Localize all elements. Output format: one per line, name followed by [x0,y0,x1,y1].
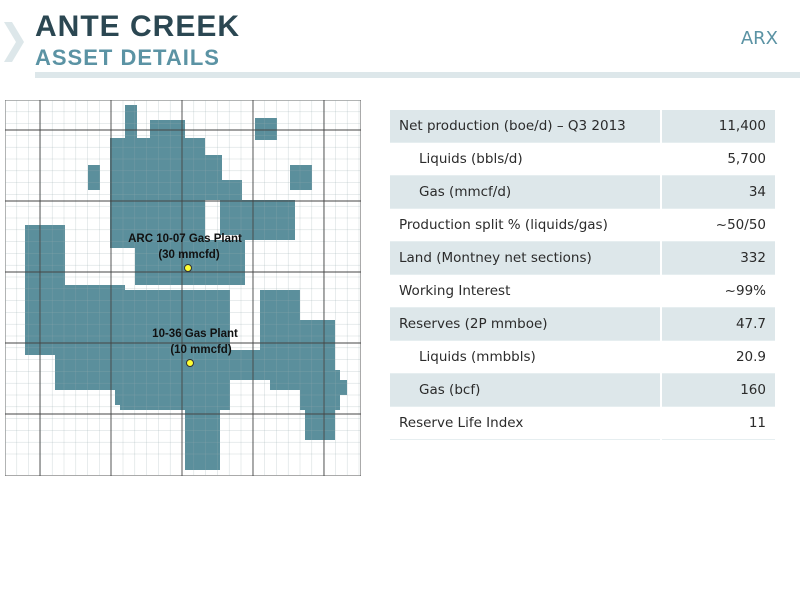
label-cell: Net production (boe/d) – Q3 2013 [390,110,661,143]
label-cell: Working Interest [390,274,661,308]
plant-marker [186,359,194,367]
subtitle: ASSET DETAILS [35,45,220,70]
asset-table: Net production (boe/d) – Q3 2013 11,400 Li… [390,110,775,440]
plant-capacity: (10 mmcfd) [170,344,232,356]
plant-capacity: (30 mmcfd) [158,249,220,261]
value-cell: 47.7 [660,307,775,341]
table-row: Land (Montney net sections) 332 [390,241,775,275]
value-cell: 20.9 [660,340,775,374]
label-cell: Reserve Life Index [390,406,661,440]
label-cell: Gas (mmcf/d) [390,175,661,209]
map: ARC 10-07 Gas Plant (30 mmcfd) 10-36 Gas… [5,100,361,476]
table-row: Working Interest ~99% [390,274,775,308]
label-cell: Production split % (liquids/gas) [390,208,661,242]
plant-name: ARC 10-07 Gas Plant [128,233,242,245]
value-cell: 332 [660,241,775,275]
plant-marker [184,264,192,272]
table-row: Net production (boe/d) – Q3 2013 11,400 [390,110,775,143]
table-row: Liquids (mmbbls) 20.9 [390,340,775,374]
value-cell: 5,700 [660,142,775,176]
table-row: Liquids (bbls/d) 5,700 [390,142,775,176]
table-row: Reserves (2P mmboe) 47.7 [390,307,775,341]
label-cell: Reserves (2P mmboe) [390,307,661,341]
table-row: Gas (bcf) 160 [390,373,775,407]
map-grid [5,100,361,476]
label-cell: Liquids (bbls/d) [390,142,661,176]
logo: ARX [740,28,778,49]
table-row: Production split % (liquids/gas) ~50/50 [390,208,775,242]
header-rule [35,72,800,78]
chevron [4,22,24,62]
value-cell: 11,400 [660,110,775,143]
title: ANTE CREEK [35,10,241,43]
value-cell: 34 [660,175,775,209]
value-cell: ~50/50 [660,208,775,242]
table-row: Gas (mmcf/d) 34 [390,175,775,209]
label-cell: Liquids (mmbbls) [390,340,661,374]
label-cell: Land (Montney net sections) [390,241,661,275]
table-row: Reserve Life Index 11 [390,406,775,440]
value-cell: ~99% [660,274,775,308]
value-cell: 11 [660,406,775,440]
value-cell: 160 [660,373,775,407]
label-cell: Gas (bcf) [390,373,661,407]
plant-name: 10-36 Gas Plant [152,328,238,340]
